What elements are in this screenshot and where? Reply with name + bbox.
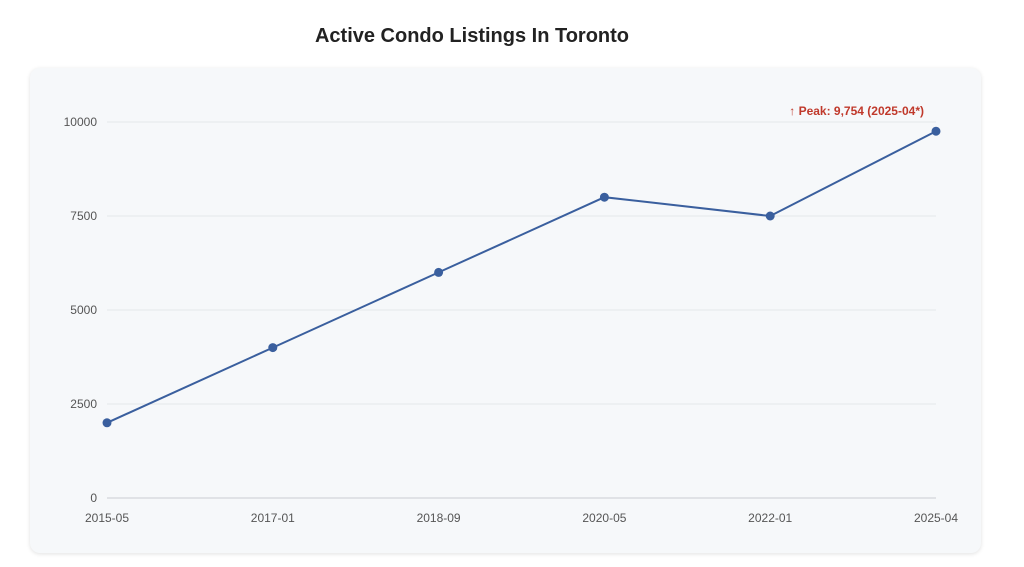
chart-title: Active Condo Listings In Toronto	[314, 25, 630, 47]
y-tick-label: 10000	[64, 115, 98, 129]
series-line	[106, 130, 937, 424]
peak-annotation: ↑ Peak: 9,754 (2025-04*)	[789, 104, 924, 118]
x-tick-label: 2025-04	[914, 511, 958, 525]
y-tick-label: 7500	[70, 209, 97, 223]
data-point	[268, 343, 278, 353]
x-tick-label: 2017-01	[251, 511, 295, 525]
x-tick-label: 2015-05	[85, 511, 129, 525]
x-tick-label: 2020-05	[582, 511, 626, 525]
x-axis: 2015-05 2017-01 2018-09 2020-05 2022-01 2025-…	[85, 511, 958, 525]
y-axis: 0 2500 5000 7500 10000	[64, 115, 98, 505]
data-point	[931, 126, 941, 136]
data-point	[599, 192, 609, 202]
data-point	[434, 267, 444, 277]
y-tick-label: 5000	[70, 303, 97, 317]
x-tick-label: 2022-01	[748, 511, 792, 525]
data-point	[765, 211, 775, 221]
data-point	[102, 418, 112, 428]
data-points	[102, 126, 941, 428]
x-tick-label: 2018-09	[417, 511, 461, 525]
y-tick-label: 0	[90, 491, 97, 505]
y-tick-label: 2500	[70, 397, 97, 411]
grid-lines	[107, 121, 936, 405]
